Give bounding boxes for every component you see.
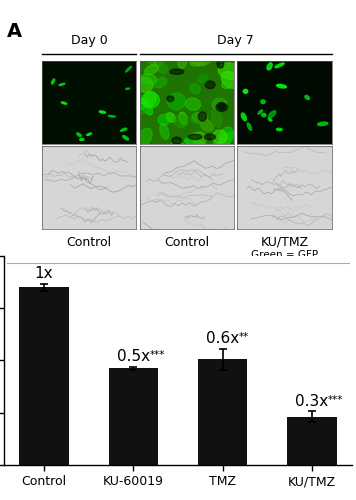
Text: ***: *** [150, 350, 165, 360]
Text: 0.6x: 0.6x [206, 331, 239, 346]
Text: Day 7: Day 7 [217, 34, 254, 47]
Bar [198, 359, 247, 465]
Text: KU/TMZ: KU/TMZ [260, 236, 308, 249]
Text: Day 0: Day 0 [70, 34, 108, 47]
Bar [20, 288, 69, 465]
Bar [287, 416, 336, 465]
Text: ***: *** [328, 395, 344, 405]
Bar [109, 368, 158, 465]
Text: 1x: 1x [35, 266, 53, 281]
Text: **: ** [239, 332, 249, 342]
Text: 0.3x: 0.3x [295, 394, 329, 409]
Text: Control: Control [164, 236, 209, 249]
Text: 0.5x: 0.5x [117, 349, 150, 364]
Text: A: A [7, 22, 22, 41]
Text: Control: Control [67, 236, 111, 249]
Text: Green = GFP: Green = GFP [251, 250, 318, 260]
